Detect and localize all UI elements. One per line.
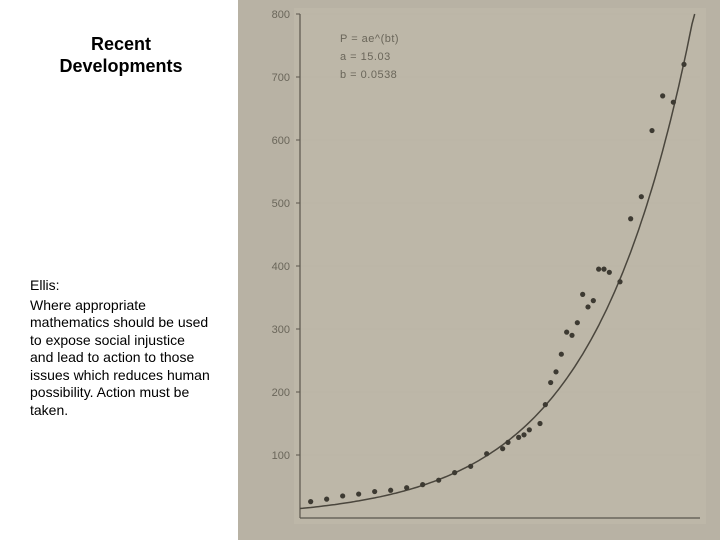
- slide-title: Recent Developments: [30, 34, 212, 77]
- svg-text:b = 0.0538: b = 0.0538: [340, 69, 397, 81]
- text-column: Recent Developments Ellis: Where appropr…: [0, 0, 238, 540]
- quote-author: Ellis:: [30, 277, 212, 295]
- svg-text:400: 400: [272, 261, 290, 273]
- svg-text:800: 800: [272, 9, 290, 21]
- title-line-2: Developments: [59, 56, 182, 76]
- svg-text:700: 700: [272, 72, 290, 84]
- svg-text:100: 100: [272, 450, 290, 462]
- svg-text:500: 500: [272, 198, 290, 210]
- title-line-1: Recent: [91, 34, 151, 54]
- svg-text:a = 15.03: a = 15.03: [340, 51, 391, 63]
- chart-panel: 100 200 300 400 500 600 700 800 P = ae^(bt) a = 1…: [238, 0, 720, 540]
- svg-text:200: 200: [272, 387, 290, 399]
- svg-text:P = ae^(bt): P = ae^(bt): [340, 33, 399, 45]
- exponential-curve-chart: 100 200 300 400 500 600 700 800 P = ae^(bt) a = 1…: [238, 0, 720, 540]
- quote-block: Ellis: Where appropriate mathematics sho…: [30, 277, 212, 419]
- svg-text:600: 600: [272, 135, 290, 147]
- svg-text:300: 300: [272, 324, 290, 336]
- quote-text: Where appropriate mathematics should be …: [30, 297, 212, 420]
